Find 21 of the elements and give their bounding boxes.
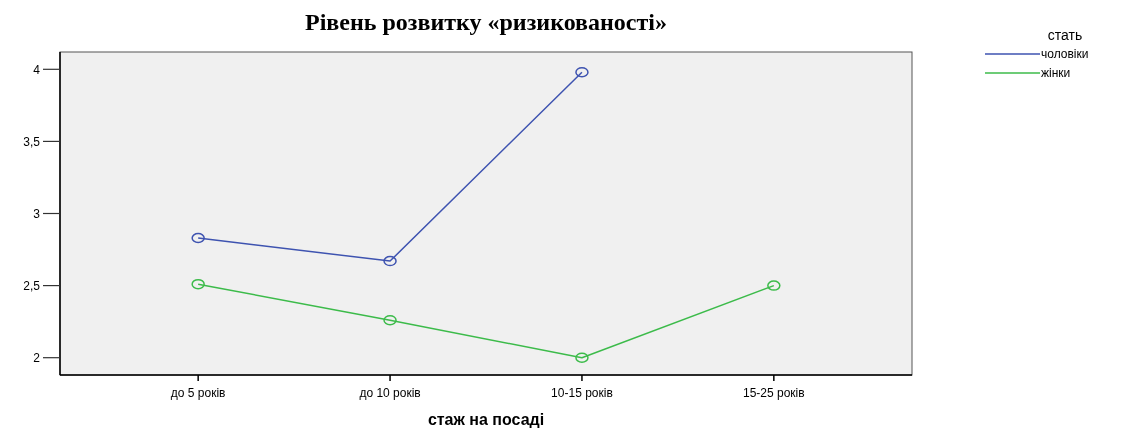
x-tick-label: 10-15 років <box>551 386 613 400</box>
point <box>383 314 397 326</box>
point <box>575 66 589 78</box>
y-tick-label: 3 <box>33 206 41 221</box>
x-tick-label: 15-25 років <box>743 386 805 400</box>
x-axis-title: стаж на посаді <box>427 411 545 428</box>
y-tick-label: 3,5 <box>23 134 41 149</box>
x-tick-label: до 5 років <box>170 386 226 400</box>
legend-label: жінки <box>1041 66 1071 81</box>
point <box>767 280 781 291</box>
chart-title: Рівень розвитку «ризикованості» <box>305 9 667 35</box>
y-tick-label: 2 <box>33 350 41 365</box>
point <box>383 255 397 267</box>
point <box>191 232 205 244</box>
y-tick-label: 2,5 <box>23 278 41 293</box>
legend-title: стать <box>1047 27 1083 43</box>
legend-label: чоловіки <box>1041 47 1089 62</box>
y-tick-label: 4 <box>33 62 41 77</box>
point <box>191 278 205 290</box>
point <box>575 352 589 363</box>
x-tick-label: до 10 років <box>359 386 421 400</box>
